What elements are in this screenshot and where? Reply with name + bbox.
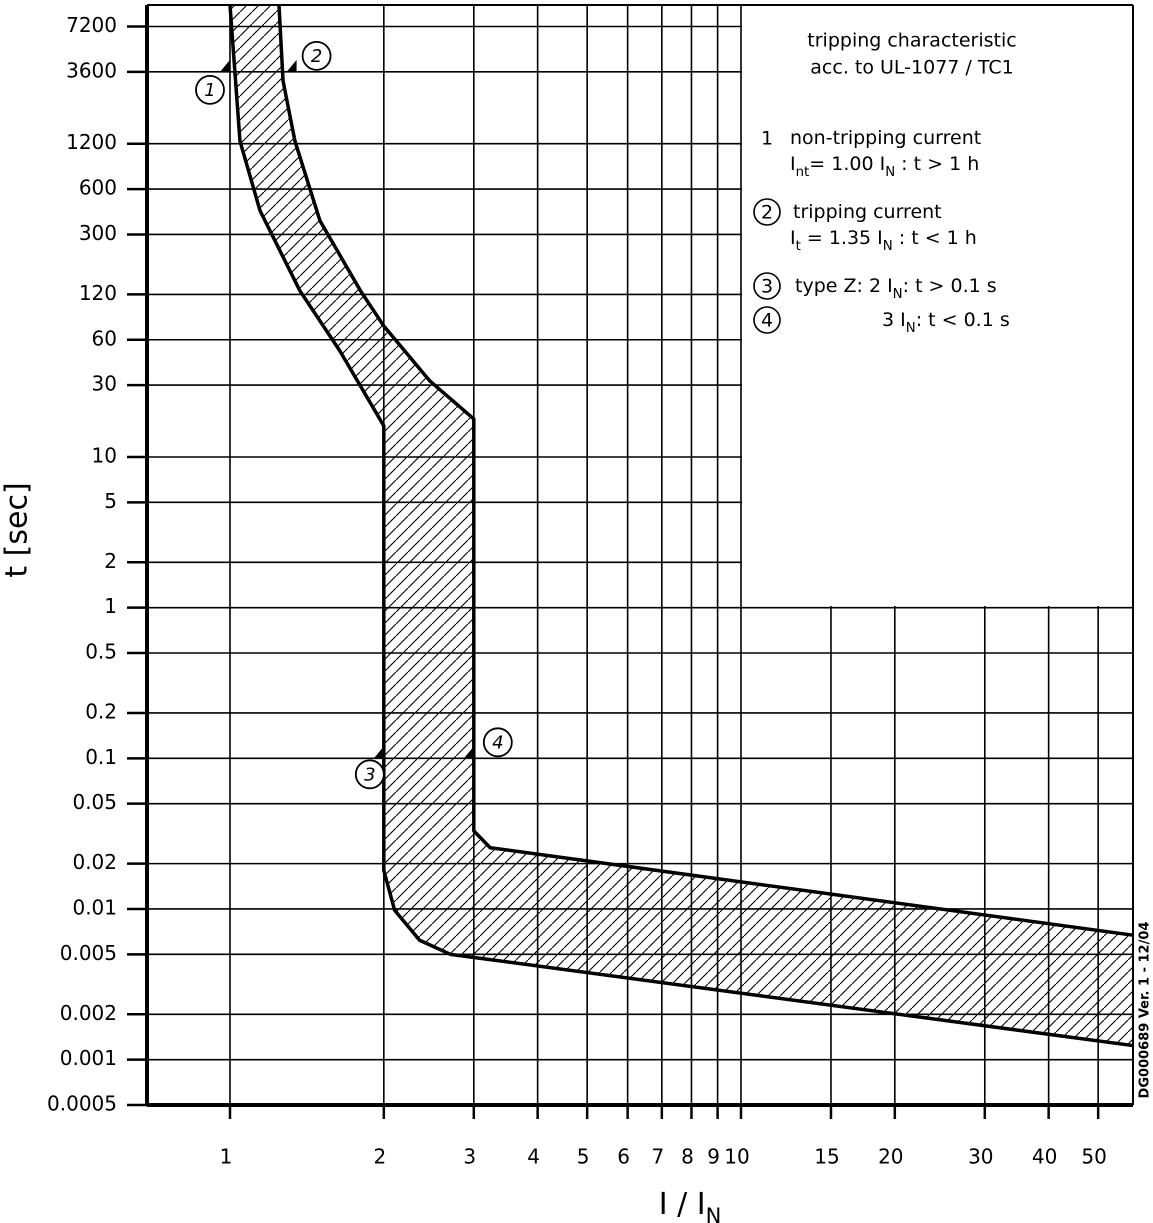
boundary-line	[277, 4, 1134, 937]
x-tick-label: 30	[968, 1145, 993, 1169]
text-part: nt	[796, 165, 810, 180]
annotation-marker	[219, 59, 230, 72]
boundary-line	[228, 4, 1134, 1048]
x-tick-label: 6	[617, 1145, 630, 1169]
annotation-circle	[482, 727, 513, 758]
y-tick-label: 120	[79, 281, 117, 305]
y-tick-label: 2	[104, 549, 117, 573]
y-tick-label: 10	[92, 443, 117, 467]
y-tick-label: 7200	[66, 13, 117, 37]
y-tick-label: 0.0005	[47, 1092, 117, 1116]
annotation-marker	[286, 59, 297, 72]
y-tick-label: 0.05	[72, 790, 117, 814]
x-tick-label: 2	[373, 1145, 386, 1169]
text-part: N	[906, 321, 916, 336]
text-part: N	[885, 165, 895, 180]
text-part: I	[790, 153, 796, 175]
y-tick-label: 1	[104, 594, 117, 618]
legend-marker: 3	[761, 276, 773, 298]
text-part: : t < 1 h	[893, 227, 977, 249]
x-tick-label: 3	[463, 1145, 476, 1169]
y-tick-label: 0.001	[60, 1046, 117, 1070]
text-part: N	[883, 239, 893, 254]
annotation-label: 2	[311, 46, 322, 67]
x-tick-label: 50	[1081, 1145, 1106, 1169]
y-tick-label: 5	[104, 489, 117, 513]
chart-title: tripping characteristic	[807, 30, 1016, 52]
legend-box	[742, 5, 1133, 606]
legend-text: 3 IN: t < 0.1 s	[882, 309, 1010, 336]
y-tick-label: 600	[79, 176, 117, 200]
y-tick-label: 0.5	[85, 640, 117, 664]
y-tick-label: 0.1	[85, 745, 117, 769]
text-part: non-tripping current	[790, 127, 981, 149]
annotation-circle	[301, 40, 332, 71]
y-tick-label: 0.2	[85, 699, 117, 723]
x-tick-label: 1	[220, 1145, 233, 1169]
legend-marker: 4	[761, 310, 773, 332]
y-tick-label: 0.01	[72, 895, 117, 919]
annotation-label: 4	[492, 732, 503, 753]
text-part: t	[796, 239, 801, 254]
x-tick-label: 10	[724, 1145, 749, 1169]
legend-circle	[753, 306, 781, 334]
legend-text: type Z: 2 IN: t > 0.1 s	[795, 275, 997, 302]
text-part: : t < 0.1 s	[916, 309, 1010, 331]
x-tick-label: 20	[878, 1145, 903, 1169]
footnote: DG000689 Ver. 1 - 12/04	[1138, 922, 1153, 1099]
chart-title: acc. to UL-1077 / TC1	[810, 57, 1013, 79]
x-tick-label: 4	[527, 1145, 540, 1169]
tolerance-band	[229, 5, 1133, 1046]
y-tick-label: 0.002	[60, 1001, 117, 1025]
x-tick-label: 40	[1032, 1145, 1057, 1169]
text-part: I / I	[659, 1187, 706, 1222]
text-part: = 1.00 I	[809, 153, 885, 175]
text-part: tripping current	[793, 201, 942, 223]
legend-marker: 2	[761, 202, 773, 224]
annotation-marker	[373, 746, 384, 759]
y-tick-label: 30	[92, 372, 117, 396]
y-tick-label: 300	[79, 221, 117, 245]
legend-circle	[753, 272, 781, 300]
annotation-circle	[354, 759, 385, 790]
text-part: type Z: 2 I	[795, 275, 893, 297]
legend-text: It = 1.35 IN : t < 1 h	[790, 227, 977, 254]
text-part: : t > 0.1 s	[903, 275, 997, 297]
x-tick-label: 15	[814, 1145, 839, 1169]
annotation-label: 3	[364, 764, 375, 785]
x-axis-label: I / IN	[659, 1187, 722, 1223]
annotation-label: 1	[204, 80, 215, 101]
text-part: N	[706, 1204, 722, 1223]
legend-circle	[753, 198, 781, 226]
text-part: N	[893, 287, 903, 302]
legend-marker: 1	[761, 128, 773, 150]
x-tick-label: 5	[577, 1145, 590, 1169]
plot	[228, 4, 1134, 1048]
text-part: = 1.35 I	[801, 227, 883, 249]
legend-text: tripping current	[793, 201, 942, 223]
text-part: : t > 1 h	[895, 153, 979, 175]
x-tick-label: 8	[681, 1145, 694, 1169]
text-part: 3 I	[882, 309, 906, 331]
x-tick-label: 9	[707, 1145, 720, 1169]
annotation-circle	[195, 74, 225, 105]
legend-text: Int= 1.00 IN : t > 1 h	[790, 153, 979, 180]
x-tick-label: 7	[651, 1145, 664, 1169]
y-tick-label: 0.005	[60, 941, 117, 965]
y-tick-label: 1200	[66, 130, 117, 154]
y-tick-label: 60	[92, 326, 117, 350]
text-part: I	[790, 227, 796, 249]
y-tick-label: 0.02	[72, 850, 117, 874]
y-tick-label: 3600	[66, 58, 117, 82]
annotation-marker	[463, 746, 474, 759]
legend-text: non-tripping current	[790, 127, 981, 149]
y-axis-label: t [sec]	[0, 482, 35, 577]
